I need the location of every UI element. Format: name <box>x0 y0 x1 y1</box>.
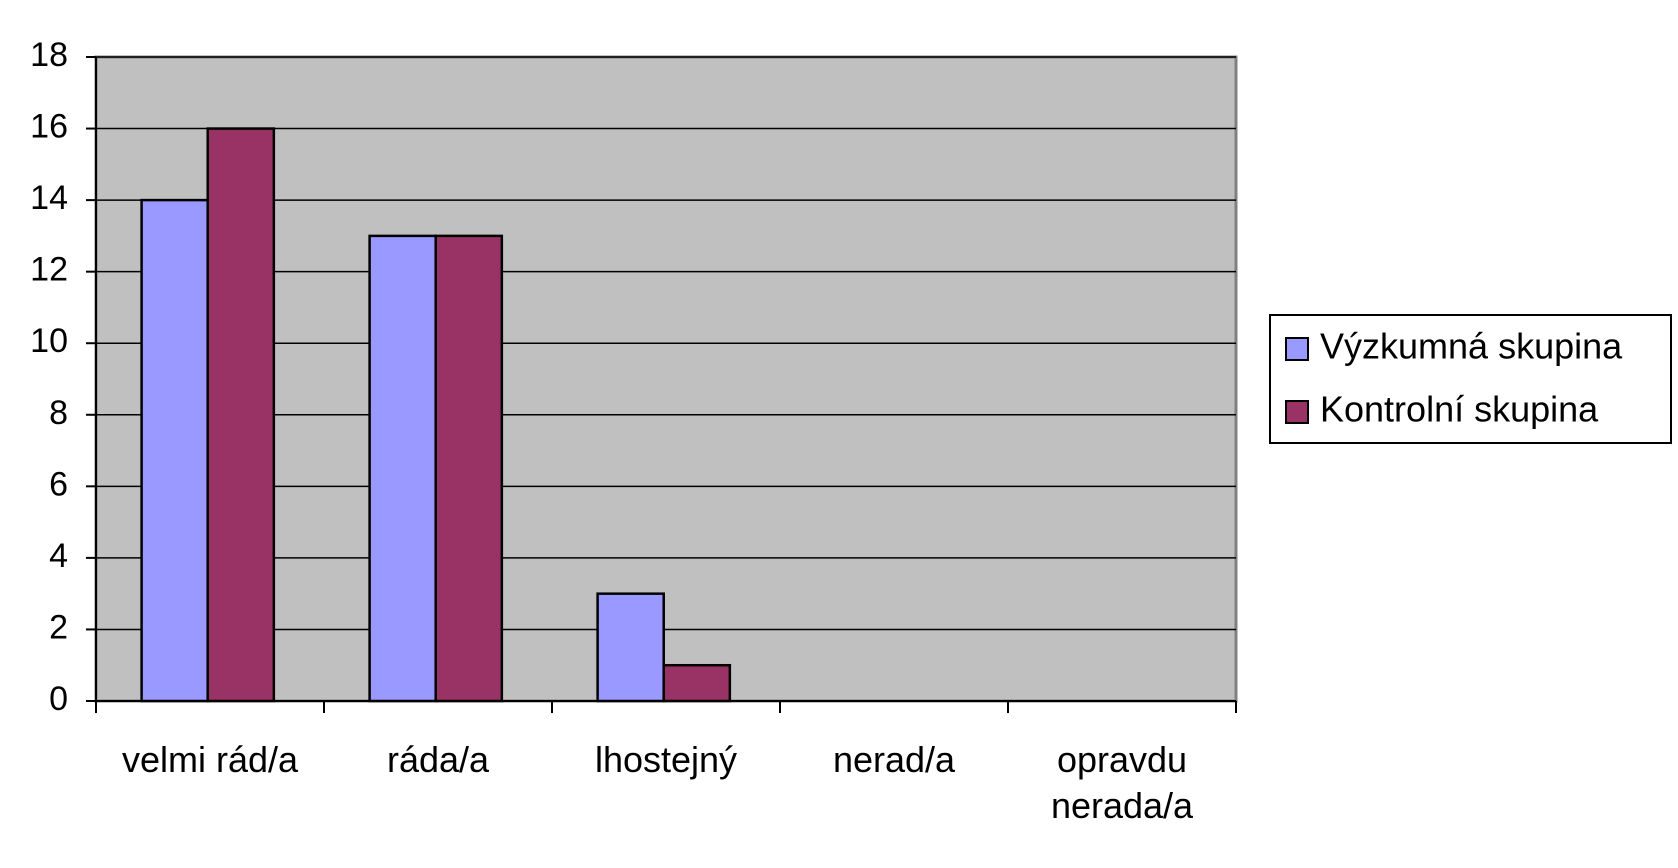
bar <box>662 663 732 703</box>
bar <box>206 127 276 703</box>
legend-swatch <box>1285 337 1309 361</box>
x-tick-label: velmi rád/a <box>121 739 299 780</box>
y-tick-label: 10 <box>30 322 68 360</box>
bar <box>140 198 209 703</box>
y-tick-label: 0 <box>49 680 68 718</box>
y-tick-label: 18 <box>30 36 68 74</box>
legend-box <box>1269 314 1672 444</box>
legend-label: Kontrolní skupina <box>1320 389 1599 430</box>
x-tick-label: nerad/a <box>832 739 956 780</box>
y-tick-label: 8 <box>49 394 68 432</box>
y-tick-label: 4 <box>49 537 68 575</box>
y-tick-label: 16 <box>30 108 68 146</box>
y-tick-label: 14 <box>30 179 68 217</box>
bar <box>596 592 665 703</box>
y-tick-label: 6 <box>49 465 68 503</box>
x-tick-label: ráda/a <box>386 739 490 780</box>
plot-area <box>94 55 1238 703</box>
x-tick-label: opravdu nerada/a <box>1050 739 1194 826</box>
bar <box>434 234 504 703</box>
legend-label: Výzkumná skupina <box>1320 326 1623 367</box>
y-tick-label: 2 <box>49 608 68 646</box>
y-tick-label: 12 <box>30 251 68 289</box>
x-tick-label: lhostejný <box>594 739 738 780</box>
bar <box>368 234 437 703</box>
legend-swatch <box>1285 400 1309 424</box>
